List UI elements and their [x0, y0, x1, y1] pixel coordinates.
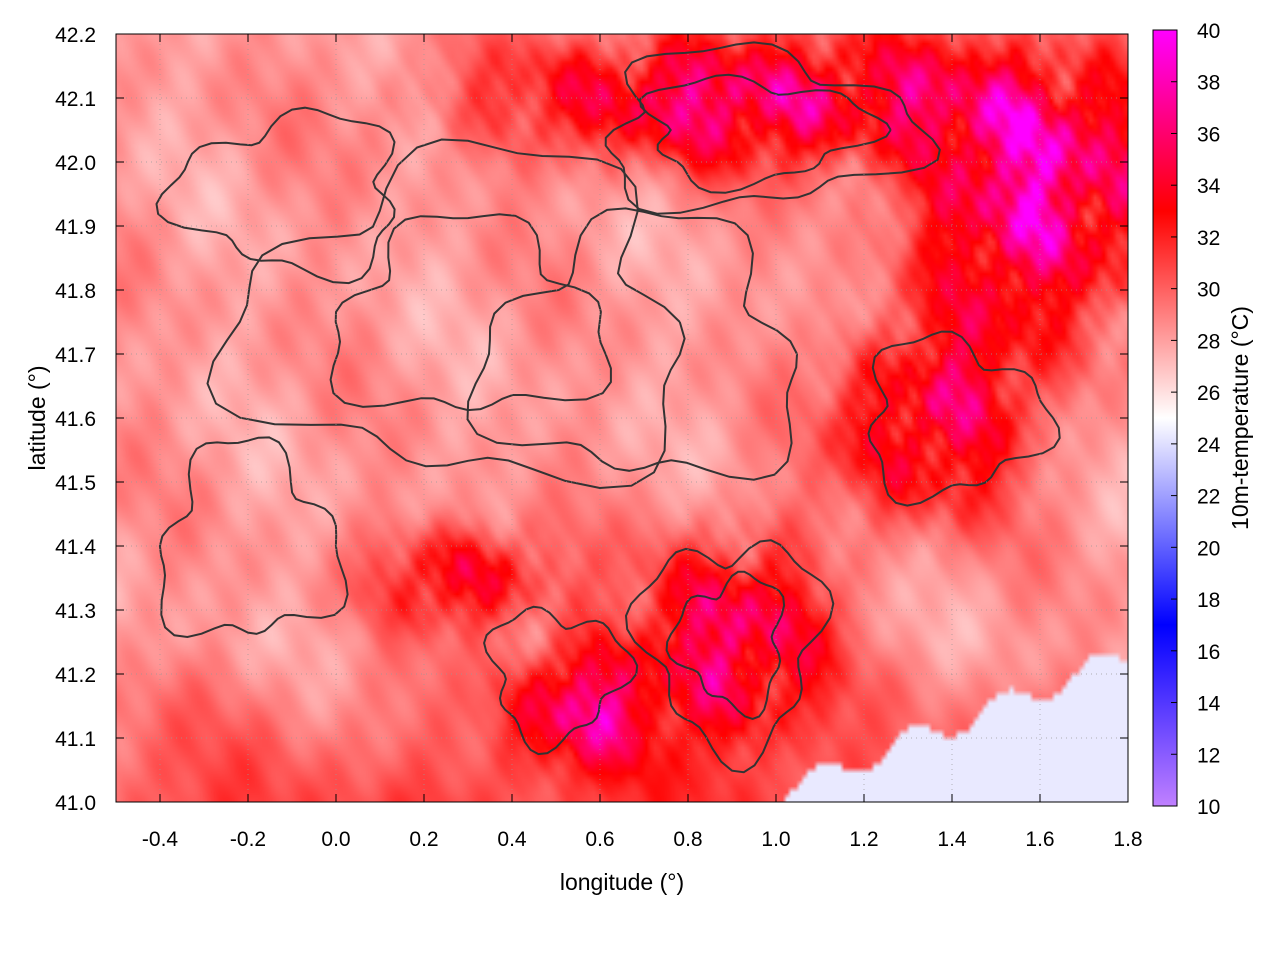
x-tick-label: 0.0 — [321, 828, 350, 851]
x-tick-label: 1.2 — [849, 828, 878, 851]
colorbar-tick-label: 34 — [1197, 175, 1221, 198]
x-tick-label: 0.2 — [409, 828, 438, 851]
y-tick-label: 41.0 — [55, 792, 96, 815]
colorbar-tick-label: 40 — [1197, 20, 1220, 43]
topographic-contours — [155, 41, 1061, 774]
y-tick-label: 41.1 — [55, 728, 96, 751]
y-tick-label: 42.0 — [55, 152, 96, 175]
colorbar-tick-label: 28 — [1197, 330, 1220, 353]
colorbar-tick-label: 16 — [1197, 641, 1220, 664]
y-tick-label: 41.5 — [55, 472, 96, 495]
colorbar-tick-label: 36 — [1197, 123, 1220, 146]
x-tick-label: 1.8 — [1113, 828, 1142, 851]
colorbar-tick-label: 24 — [1197, 434, 1221, 457]
y-tick-label: 41.4 — [55, 536, 96, 559]
x-tick-label: 0.4 — [497, 828, 527, 851]
colorbar: 10 12 14 16 18 20 22 24 26 28 30 32 34 36 38 40 — [1152, 20, 1221, 819]
colorbar-title: 10m-temperature (°C) — [1227, 306, 1253, 530]
y-tick-label: 41.9 — [55, 216, 96, 239]
x-tick-label: -0.2 — [230, 828, 266, 851]
colorbar-tick-label: 30 — [1197, 279, 1220, 302]
contour-line — [665, 570, 786, 720]
y-tick-label: 41.2 — [55, 664, 96, 687]
contour-line — [329, 213, 612, 412]
y-tick-label: 41.7 — [55, 344, 96, 367]
x-tick-label: 0.8 — [673, 828, 702, 851]
x-tick-label: 1.4 — [937, 828, 967, 851]
colorbar-tick-label: 22 — [1197, 486, 1220, 509]
contour-line — [638, 73, 892, 194]
contour-line — [158, 436, 349, 639]
y-tick-label: 42.1 — [55, 88, 96, 111]
contour-line — [604, 41, 941, 215]
y-axis-title: latitude (°) — [24, 365, 50, 470]
contour-line — [155, 106, 396, 285]
x-tick-label: 0.6 — [585, 828, 614, 851]
colorbar-tick-label: 10 — [1197, 796, 1220, 819]
contour-line — [206, 138, 686, 490]
colorbar-tick-label: 38 — [1197, 72, 1220, 95]
y-tick-label: 41.3 — [55, 600, 96, 623]
colorbar-tick-label: 12 — [1197, 744, 1220, 767]
colorbar-tick-label: 26 — [1197, 382, 1220, 405]
y-axis: 41.0 41.1 41.2 41.3 41.4 41.5 41.6 41.7 41.8 41.9… — [55, 24, 1128, 815]
contour-line — [624, 539, 835, 774]
x-axis-title: longitude (°) — [560, 869, 684, 895]
contour-line — [867, 330, 1061, 507]
x-tick-label: -0.4 — [142, 828, 179, 851]
x-tick-label: 1.0 — [761, 828, 790, 851]
y-tick-label: 41.8 — [55, 280, 96, 303]
contour-line — [483, 605, 639, 756]
colorbar-tick-label: 32 — [1197, 227, 1220, 250]
y-tick-label: 42.2 — [55, 24, 96, 47]
contour-line — [466, 207, 798, 481]
colorbar-tick-label: 20 — [1197, 537, 1220, 560]
y-tick-label: 41.6 — [55, 408, 96, 431]
x-axis: -0.4 -0.2 0.0 0.2 0.4 0.6 0.8 1.0 1.2 1.4 1.6 1.8 — [142, 34, 1143, 851]
colorbar-gradient — [1152, 29, 1178, 807]
x-tick-label: 1.6 — [1025, 828, 1054, 851]
colorbar-tick-label: 18 — [1197, 589, 1220, 612]
colorbar-tick-label: 14 — [1197, 693, 1221, 716]
